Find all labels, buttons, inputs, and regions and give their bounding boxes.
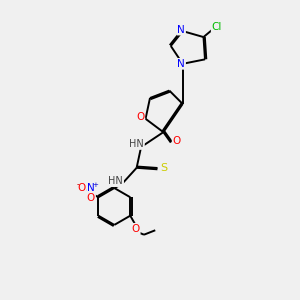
Text: S: S — [160, 163, 167, 173]
Text: O: O — [172, 136, 181, 146]
Text: O: O — [136, 112, 144, 122]
Text: Cl: Cl — [212, 22, 222, 32]
Text: N: N — [177, 25, 185, 34]
Text: +: + — [92, 182, 98, 188]
Text: O: O — [78, 183, 86, 193]
Text: N: N — [177, 59, 185, 69]
Text: HN: HN — [129, 139, 144, 149]
Text: N: N — [87, 183, 95, 193]
Text: O: O — [87, 193, 95, 203]
Text: HN: HN — [108, 176, 123, 186]
Text: -: - — [76, 180, 79, 189]
Text: O: O — [131, 224, 140, 234]
